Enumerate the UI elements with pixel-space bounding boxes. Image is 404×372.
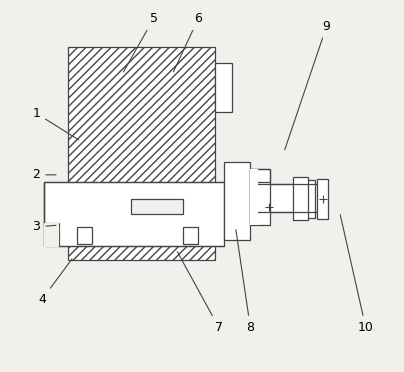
Text: 9: 9 (285, 20, 330, 150)
Bar (215, 63, 232, 112)
Text: 10: 10 (340, 215, 374, 334)
Bar (78, 227, 92, 244)
Bar (293, 177, 308, 220)
Text: 8: 8 (236, 230, 255, 334)
Bar (250, 169, 258, 225)
Text: 4: 4 (38, 259, 72, 306)
Text: 7: 7 (177, 252, 223, 334)
Bar (183, 227, 198, 244)
Bar (44, 182, 224, 246)
Bar (68, 240, 215, 260)
Bar (306, 180, 316, 218)
Text: 6: 6 (173, 12, 202, 72)
Text: 5: 5 (123, 12, 158, 72)
Text: 3: 3 (33, 221, 56, 233)
Bar (250, 184, 318, 212)
Text: 2: 2 (33, 169, 56, 181)
Bar (317, 179, 328, 219)
Text: 1: 1 (33, 107, 79, 140)
Bar (44, 225, 58, 246)
Bar (44, 223, 59, 246)
Bar (131, 199, 183, 214)
Bar (224, 162, 250, 240)
Bar (250, 169, 270, 225)
Bar (68, 46, 215, 193)
